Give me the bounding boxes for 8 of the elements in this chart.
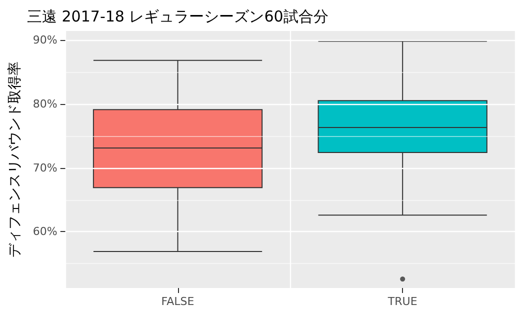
x-tick-label: TRUE xyxy=(386,295,418,308)
x-tick-label: FALSE xyxy=(161,295,194,308)
y-axis-title: ディフェンスリバウンド取得率 xyxy=(7,62,23,258)
y-tick-label: 80% xyxy=(32,97,58,110)
chart-title: 三遠 2017-18 レギュラーシーズン60試合分 xyxy=(27,8,328,26)
y-tick-label: 90% xyxy=(32,33,58,46)
y-tick-label: 70% xyxy=(32,161,58,174)
y-tick-label: 60% xyxy=(32,225,58,238)
